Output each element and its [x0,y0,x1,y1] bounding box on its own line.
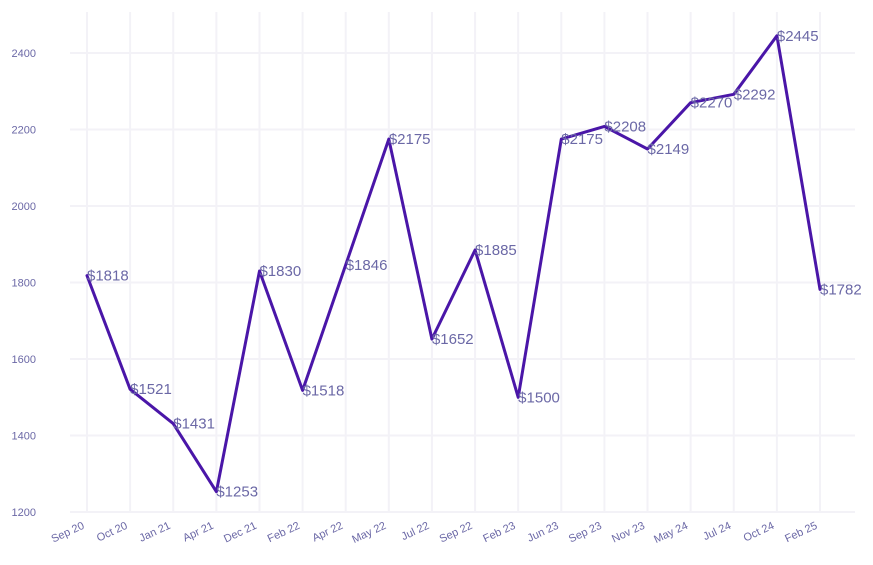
x-tick-label: Feb 22 [266,520,302,545]
data-label: $2175 [389,131,431,148]
x-tick-label: Apr 21 [181,520,215,545]
y-tick-label: 2400 [12,48,36,60]
data-label: $1782 [820,281,862,298]
x-tick-label: Sep 20 [50,520,87,546]
data-labels: $1818 $1521 $1431 $1253 $1830 $1518 $1846 $2175… [87,28,862,501]
data-label: $1846 [346,257,388,274]
x-axis-ticks: Sep 20 Oct 20 Jan 21 Apr 21 Dec 21 Feb 22 Apr … [50,520,820,546]
x-tick-label: Sep 23 [567,520,604,546]
x-tick-label: Feb 25 [783,520,819,545]
data-label: $2270 [691,95,733,112]
y-tick-label: 2200 [12,125,36,137]
x-tick-label: Oct 24 [742,520,776,545]
data-label: $1500 [518,389,560,406]
data-label: $1253 [216,484,258,501]
data-label: $2208 [604,118,646,135]
x-tick-label: Jul 24 [701,520,733,543]
y-tick-label: 1200 [12,507,36,519]
y-tick-label: 1400 [12,431,36,443]
x-tick-label: Jun 23 [526,520,561,545]
x-tick-label: May 22 [350,520,388,546]
data-label: $1818 [87,268,129,285]
y-tick-label: 2000 [12,201,36,213]
series-line [85,34,822,494]
data-label: $2149 [648,141,690,158]
data-label: $1521 [130,381,172,398]
y-tick-label: 1800 [12,278,36,290]
x-tick-label: Apr 22 [311,520,345,545]
x-tick-label: Jul 22 [400,520,432,543]
x-tick-label: Jan 21 [137,520,172,545]
x-tick-label: Sep 22 [438,520,475,546]
x-tick-label: Nov 23 [610,520,647,546]
data-label: $1652 [432,331,474,348]
data-label: $1431 [173,416,215,433]
data-label: $2445 [777,28,819,45]
x-tick-label: May 24 [652,520,690,546]
x-tick-label: Dec 21 [222,520,259,546]
data-label: $2292 [734,86,776,103]
x-tick-label: Feb 23 [481,520,517,545]
y-axis-ticks: 1200 1400 1600 1800 2000 2200 2400 [12,48,36,519]
data-label: $1518 [303,382,345,399]
x-tick-label: Oct 20 [95,520,129,545]
data-label: $2175 [561,131,603,148]
series-layer [85,34,822,494]
data-label: $1885 [475,242,517,259]
y-tick-label: 1600 [12,354,36,366]
data-label: $1830 [259,263,301,280]
